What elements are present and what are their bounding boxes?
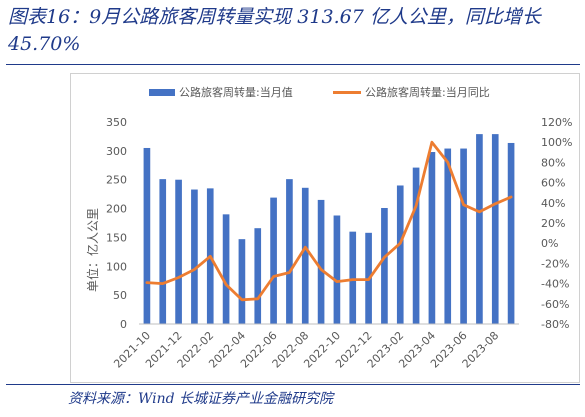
bar-2022-08 [301, 187, 309, 324]
bar-2023-08 [491, 134, 499, 324]
left-tick-label: 350 [106, 116, 127, 129]
right-tick-label: 80% [541, 156, 565, 169]
title-divider [6, 64, 580, 65]
bar-2022-01 [191, 189, 198, 324]
bar-2023-05 [444, 148, 452, 324]
yoy-line [145, 140, 513, 302]
bar-2023-06 [460, 148, 467, 324]
bar-2021-10 [143, 147, 151, 324]
bar-2022-10 [333, 215, 341, 324]
right-tick-label: -20% [541, 257, 569, 270]
figure-title: 图表16：9月公路旅客周转量实现 313.67 亿人公里，同比增长 45.70% [8, 6, 541, 55]
chart-area: 公路旅客周转量:当月值 公路旅客周转量:当月同比 单位：亿人公里 0 50 100 1… [70, 73, 580, 383]
legend-bar-swatch [149, 89, 175, 96]
bar-2022-06 [270, 197, 277, 324]
right-tick-label: 120% [541, 116, 572, 129]
right-tick-label: -80% [541, 318, 569, 331]
right-tick-label: -60% [541, 298, 569, 311]
right-tick-label: 40% [541, 197, 565, 210]
left-tick-label: 300 [106, 145, 127, 158]
left-tick-label: 50 [113, 289, 127, 302]
source-note: 资料来源：Wind 长城证券产业金融研究院 [68, 391, 334, 407]
bar-2023-07 [476, 134, 483, 324]
bar-2023-09 [507, 142, 515, 324]
right-tick-label: 20% [541, 217, 565, 230]
legend-line-label: 公路旅客周转量:当月同比 [365, 85, 490, 99]
bar-2021-12 [175, 179, 182, 324]
bar-2022-07 [286, 179, 293, 324]
right-axis-ticks: -80% -60% -40% -20% 0% 20% 40% 60% 80% 100% 120% [541, 116, 572, 331]
left-axis-ticks: 0 50 100 150 200 250 300 350 [106, 116, 127, 331]
legend-bar-label: 公路旅客周转量:当月值 [179, 85, 293, 99]
bar-2023-03 [412, 167, 420, 324]
bar-series [143, 134, 515, 324]
left-tick-label: 250 [106, 174, 127, 187]
right-tick-label: 0% [541, 237, 558, 250]
legend: 公路旅客周转量:当月值 公路旅客周转量:当月同比 [149, 85, 490, 99]
right-tick-label: -40% [541, 278, 569, 291]
combo-chart: 公路旅客周转量:当月值 公路旅客周转量:当月同比 单位：亿人公里 0 50 100 1… [85, 85, 572, 371]
bar-2023-02 [396, 185, 404, 324]
bar-2023-04 [428, 152, 436, 324]
source-divider [6, 384, 580, 385]
left-tick-label: 150 [106, 231, 127, 244]
left-tick-label: 200 [106, 203, 127, 216]
bar-2022-05 [254, 228, 262, 324]
left-tick-label: 0 [120, 318, 127, 331]
right-tick-label: 60% [541, 177, 565, 190]
left-tick-label: 100 [106, 260, 127, 273]
bar-2022-11 [349, 231, 357, 324]
bar-2023-01 [381, 207, 388, 324]
bar-2022-04 [238, 239, 246, 324]
x-axis-ticks: 2021-102021-122022-022022-042022-062022-… [111, 329, 501, 371]
bar-2021-11 [159, 179, 167, 324]
bar-2022-09 [317, 199, 325, 324]
bar-2022-03 [222, 214, 230, 324]
right-tick-label: 100% [541, 136, 572, 149]
y-axis-left-title: 单位：亿人公里 [85, 208, 100, 292]
